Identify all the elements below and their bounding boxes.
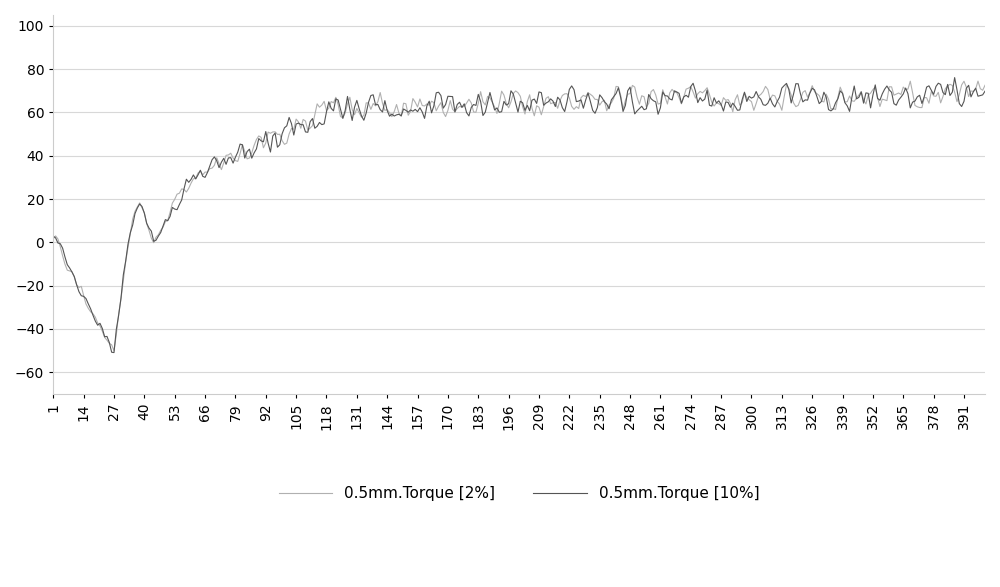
0.5mm.Torque [2%]: [727, 108, 739, 115]
0.5mm.Torque [2%]: [162, 217, 174, 224]
Line: 0.5mm.Torque [2%]: 0.5mm.Torque [2%]: [53, 81, 985, 350]
0.5mm.Torque [10%]: [353, 105, 365, 112]
0.5mm.Torque [10%]: [162, 217, 174, 224]
0.5mm.Torque [10%]: [47, 232, 59, 239]
0.5mm.Torque [2%]: [108, 347, 120, 354]
0.5mm.Torque [2%]: [972, 77, 984, 85]
0.5mm.Torque [2%]: [979, 82, 991, 89]
0.5mm.Torque [2%]: [722, 96, 734, 103]
0.5mm.Torque [10%]: [419, 115, 431, 122]
0.5mm.Torque [10%]: [636, 103, 648, 110]
0.5mm.Torque [2%]: [419, 103, 431, 110]
0.5mm.Torque [10%]: [108, 349, 120, 356]
0.5mm.Torque [10%]: [949, 74, 961, 81]
0.5mm.Torque [2%]: [636, 92, 648, 99]
0.5mm.Torque [2%]: [353, 109, 365, 116]
0.5mm.Torque [10%]: [979, 87, 991, 95]
Line: 0.5mm.Torque [10%]: 0.5mm.Torque [10%]: [53, 77, 985, 353]
0.5mm.Torque [10%]: [722, 99, 734, 106]
Legend: 0.5mm.Torque [2%], 0.5mm.Torque [10%]: 0.5mm.Torque [2%], 0.5mm.Torque [10%]: [272, 480, 766, 508]
0.5mm.Torque [2%]: [47, 235, 59, 242]
0.5mm.Torque [10%]: [727, 100, 739, 107]
